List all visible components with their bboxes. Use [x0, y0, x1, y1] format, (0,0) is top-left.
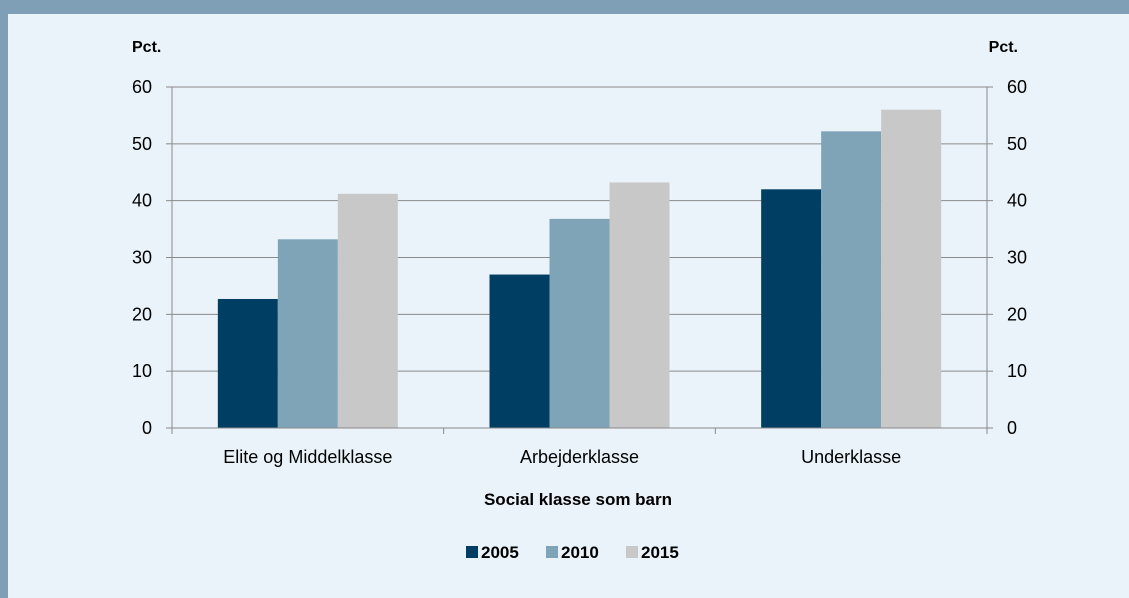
bar-2005-1 — [489, 274, 550, 428]
title-strip — [0, 0, 1129, 14]
legend-label-2005: 2005 — [481, 543, 519, 562]
y-tick-label-left: 10 — [132, 361, 152, 381]
legend-swatch-2010 — [546, 546, 558, 558]
legend-swatch-2015 — [626, 546, 638, 558]
bar-2010-1 — [549, 218, 610, 428]
bar-2015-1 — [609, 182, 670, 428]
y-tick-label-right: 40 — [1007, 191, 1027, 211]
bar-2010-0 — [277, 239, 338, 428]
bar-2005-0 — [217, 298, 278, 428]
x-axis-title: Social klasse som barn — [484, 490, 672, 509]
y-tick-label-right: 30 — [1007, 248, 1027, 268]
y-axis-unit-right: Pct. — [989, 39, 1018, 56]
y-tick-label-left: 60 — [132, 77, 152, 97]
bar-2015-0 — [337, 193, 398, 428]
bars — [217, 109, 942, 428]
y-tick-label-left: 20 — [132, 304, 152, 324]
y-tick-label-right: 20 — [1007, 304, 1027, 324]
y-tick-label-left: 0 — [142, 418, 152, 438]
y-tick-label-right: 50 — [1007, 134, 1027, 154]
bar-2005-2 — [761, 189, 822, 428]
x-tick-label: Elite og Middelklasse — [223, 447, 392, 467]
bar-2015-2 — [881, 109, 942, 428]
legend-swatch-2005 — [466, 546, 478, 558]
bar-2010-2 — [821, 131, 882, 428]
x-tick-label: Arbejderklasse — [520, 447, 639, 467]
y-axis-unit-left: Pct. — [132, 39, 161, 56]
y-tick-label-left: 50 — [132, 134, 152, 154]
axes: 0 0 10 10 20 20 30 30 40 40 50 50 60 60 Elite og Midde… — [132, 77, 1027, 467]
y-tick-label-left: 30 — [132, 248, 152, 268]
legend: 2005 2010 2015 — [466, 543, 679, 562]
x-tick-label: Underklasse — [801, 447, 901, 467]
y-tick-label-right: 0 — [1007, 418, 1017, 438]
legend-label-2015: 2015 — [641, 543, 679, 562]
y-tick-label-left: 40 — [132, 191, 152, 211]
legend-label-2010: 2010 — [561, 543, 599, 562]
y-tick-label-right: 60 — [1007, 77, 1027, 97]
y-tick-label-right: 10 — [1007, 361, 1027, 381]
